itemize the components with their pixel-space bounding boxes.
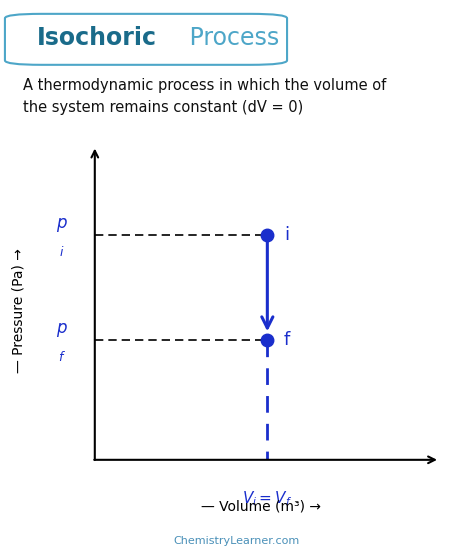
Text: f: f bbox=[284, 331, 290, 349]
Text: Isochoric: Isochoric bbox=[37, 25, 157, 50]
Text: $V_i = V_f$: $V_i = V_f$ bbox=[242, 490, 292, 509]
Text: — Volume (m³) →: — Volume (m³) → bbox=[201, 500, 321, 514]
Text: $f$: $f$ bbox=[58, 350, 65, 363]
Text: i: i bbox=[284, 227, 289, 244]
Text: — Pressure (Pa) →: — Pressure (Pa) → bbox=[12, 248, 26, 373]
Text: A thermodynamic process in which the volume of
the system remains constant (dV =: A thermodynamic process in which the vol… bbox=[23, 78, 386, 115]
Text: $p$: $p$ bbox=[56, 321, 67, 338]
Text: $i$: $i$ bbox=[59, 245, 64, 259]
Text: ChemistryLearner.com: ChemistryLearner.com bbox=[174, 536, 300, 546]
Text: Process: Process bbox=[182, 25, 280, 50]
Text: $p$: $p$ bbox=[56, 216, 67, 234]
FancyBboxPatch shape bbox=[5, 14, 287, 65]
